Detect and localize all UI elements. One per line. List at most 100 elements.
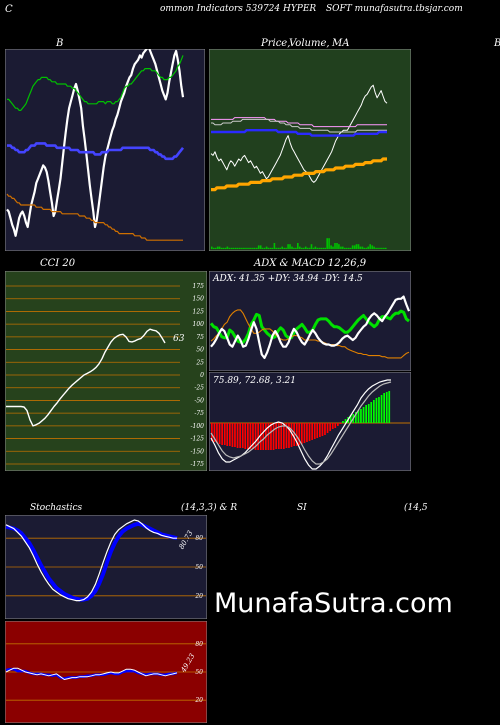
bollinger-lines [6,49,185,241]
volume-bar [252,247,254,249]
macd-histogram-bar [257,423,259,450]
macd-histogram-bar [216,423,218,443]
macd-histogram-bar [367,404,370,423]
volume-bar [218,246,221,249]
macd-histogram-bar [375,398,378,423]
volume-bar [336,243,338,249]
stoch-chart: 80 50 20 [5,515,207,619]
rsi-tick-label: 50 [195,669,203,676]
macd-histogram-bar [385,392,388,423]
volume-bar [238,247,240,249]
price-lines [210,84,388,249]
price-chart [209,49,411,251]
macd-histogram-bar [357,410,360,423]
cci-tick-label: 100 [193,321,205,328]
volume-bar [281,246,283,249]
volume-bar [293,247,295,249]
volume-bar [359,246,362,249]
stochastics-tick-label: 80 [195,535,203,542]
volume-bar [244,247,246,249]
volume-bar [250,247,252,249]
volume-bar [316,247,319,249]
right-edge-title: B [494,38,500,49]
cci-tick-label: 25 [195,359,204,366]
macd-histogram-bar [211,423,213,441]
volume-bar [302,247,305,249]
bollinger-title: B [56,38,64,49]
cci-background [5,271,207,471]
macd-histogram-bar [275,423,277,449]
header-title: ommon Indicators 539724 HYPER [160,4,317,14]
stochastics-tick-label: 20 [194,593,203,600]
bollinger-background [5,49,205,251]
volume-bar [385,247,387,249]
macd-histogram-bar [288,423,290,448]
volume-bar [283,247,285,249]
volume-bar [318,247,321,249]
adx-lines [209,295,411,360]
stoch-title-c: SI [297,503,307,513]
volume-bar [306,247,309,249]
macd-histogram-bar [311,423,313,440]
macd-histogram-bar [270,423,272,450]
volume-bar [320,247,323,249]
volume-bar [254,247,256,249]
cci-tick-label: 50 [196,347,204,354]
volume-bar [363,247,366,249]
volume-bar [228,247,231,249]
cci-tick-label: -175 [191,461,205,468]
volume-bar [271,247,274,249]
volume-bar [304,246,307,249]
rsi-tick-label: 80 [195,641,203,648]
volume-bar [261,247,264,249]
volume-bar [351,245,354,249]
macd-histogram-bar [316,423,319,438]
cci-tick-label: -100 [191,423,205,430]
macd-histogram-bar [280,423,283,449]
macd-histogram-bar [247,423,249,449]
volume-bar [373,246,375,249]
price_volume_ma-series-0 [210,84,388,183]
volume-bar [340,246,342,249]
volume-bar [379,247,381,249]
price_volume_ma-series-1 [211,117,387,128]
bollinger-series-1 [7,55,184,112]
volume-bar [232,247,235,249]
volume-bar [328,238,330,249]
volume-bar [234,247,237,249]
stochastics-tick-label: 50 [195,564,203,571]
macd-histogram-bar [267,423,270,450]
volume-bar [330,245,332,249]
macd-histogram-bar [324,423,326,435]
volume-bar [383,247,385,249]
price_volume_ma-series-3 [211,128,387,137]
macd-histogram-bar [362,407,365,423]
volume-bar [226,246,229,249]
macd-histogram-bar [373,400,375,423]
bollinger-series-3 [6,193,183,241]
volume-bar [222,247,225,249]
macd-histogram-bar [337,423,339,426]
price-title-b: Volume, [289,38,330,49]
macd-histogram-bar [283,423,285,449]
macd-histogram-bar [306,423,308,442]
volume-bar [324,247,326,249]
volume-bar [334,243,336,249]
cci-tick-label: -125 [191,436,205,443]
volume-bar [326,238,328,249]
macd-histogram-bar [313,423,316,439]
volume-bar [213,247,215,249]
volume-bar [259,245,262,249]
bollinger-chart [5,49,205,251]
stoch-title-a: Stochastics [30,503,83,513]
volume-bar [263,247,266,249]
macd-histogram-bar [360,409,362,423]
watermark: MunafaSutra.com [214,588,453,619]
volume-bar [297,243,299,249]
cci-tick-label: -150 [191,448,205,455]
macd-histogram-bar [388,391,391,423]
cci-tick-label: 150 [193,296,205,303]
volume-bar [273,243,276,249]
macd-histogram-bar [252,423,254,449]
cci-lines: 175 150 125 100 75 50 25 0 -25 -50 -75 -100 -125 -150… [6,283,204,468]
